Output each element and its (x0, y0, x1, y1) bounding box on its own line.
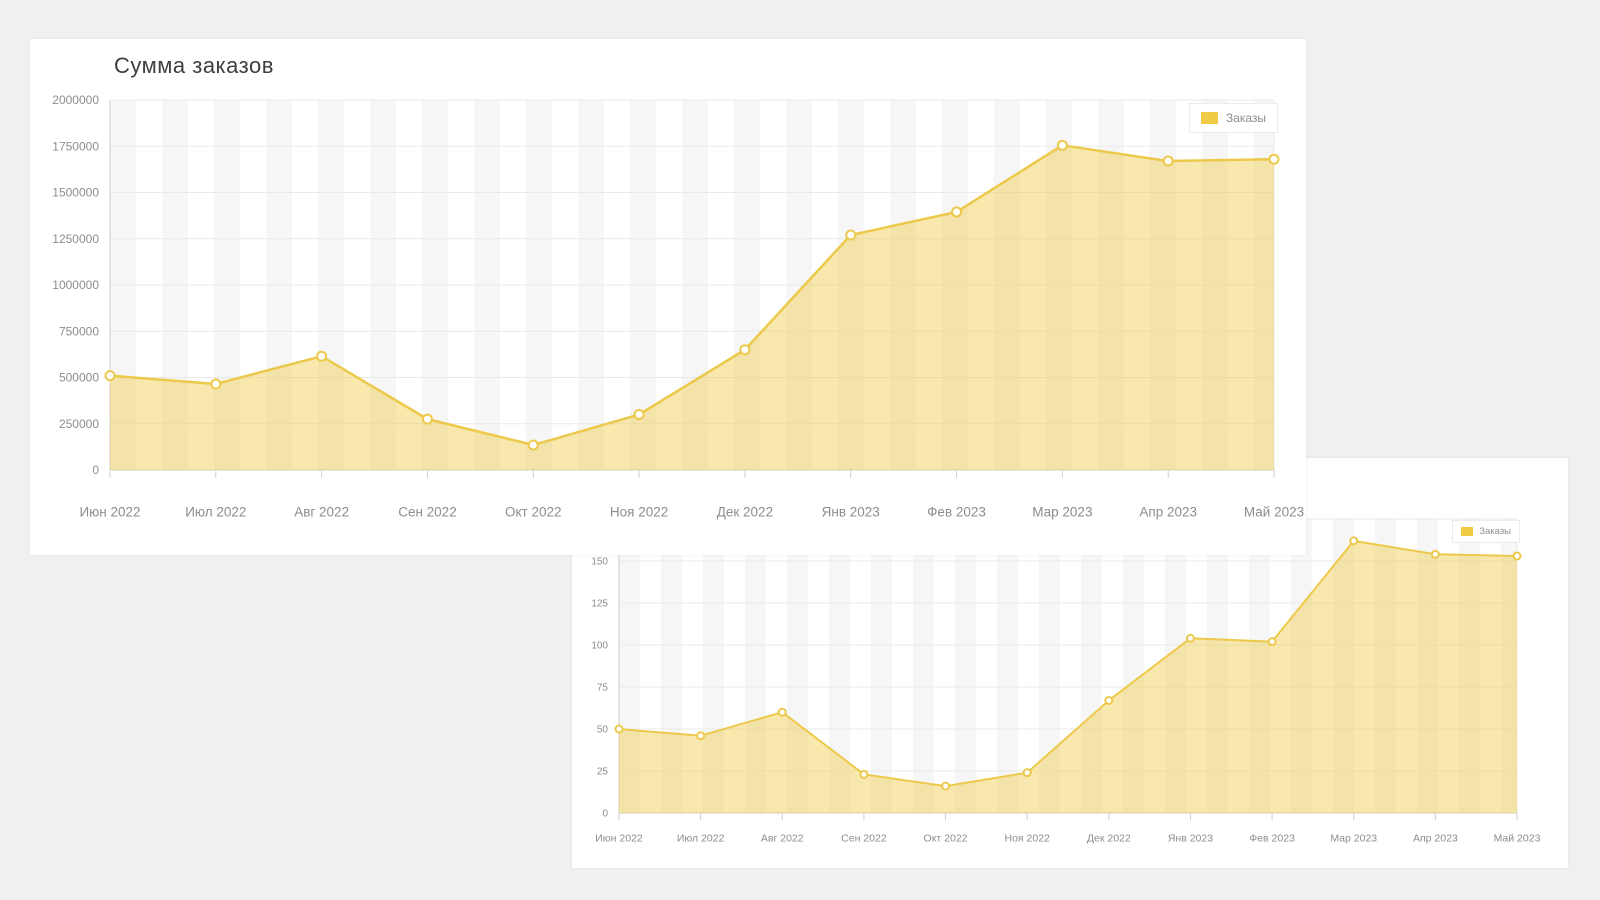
x-axis-tick-label: Июн 2022 (79, 505, 140, 520)
y-axis-tick-label: 0 (602, 808, 608, 819)
y-axis-tick-label: 125 (591, 598, 608, 609)
y-axis-tick-label: 1750000 (52, 139, 99, 153)
y-axis-tick-label: 50 (597, 724, 609, 735)
y-axis-tick-label: 1000000 (52, 278, 99, 292)
y-axis-tick-label: 75 (597, 682, 609, 693)
legend-swatch-icon (1200, 112, 1218, 124)
chart-title: Сумма заказов (114, 53, 274, 78)
data-point (614, 724, 624, 734)
data-point (739, 344, 751, 356)
plot-background (619, 519, 1517, 813)
legend[interactable]: Заказы (1188, 103, 1278, 133)
data-point (633, 409, 645, 420)
data-point (527, 439, 539, 451)
x-axis-tick-label: Апр 2023 (1413, 833, 1458, 845)
x-axis-tick-label: Фев 2023 (927, 505, 986, 520)
data-point (859, 769, 869, 779)
data-point (1022, 768, 1032, 778)
series-area (619, 540, 1517, 813)
x-axis-tick-label: Май 2023 (1494, 833, 1541, 845)
x-axis-tick-label: Авг 2022 (294, 505, 349, 520)
y-axis-tick-label: 750000 (59, 324, 99, 338)
x-axis-tick-label: Янв 2023 (1168, 833, 1213, 845)
data-point (210, 378, 222, 390)
x-axis-tick-label: Янв 2023 (822, 505, 880, 520)
legend-label: Заказы (1225, 111, 1266, 125)
y-axis-tick-label: 0 (92, 463, 99, 477)
x-axis-tick-label: Сен 2022 (398, 505, 457, 520)
data-point (1267, 637, 1277, 647)
data-point (1430, 549, 1440, 559)
x-axis-tick-label: Июн 2022 (595, 833, 643, 845)
y-axis-tick-label: 250000 (59, 417, 99, 431)
orders-sum-card: Сумма заказов 0 250000 500000 750000 1000000… (30, 39, 1306, 555)
data-point (1512, 551, 1522, 561)
y-axis-tick-label: 1250000 (52, 232, 99, 246)
x-axis-tick-label: Июл 2022 (677, 833, 725, 845)
x-axis-tick-label: Июл 2022 (185, 505, 246, 520)
legend-label: Заказы (1479, 526, 1511, 537)
data-point (845, 229, 857, 241)
data-point (1056, 139, 1068, 151)
x-axis-tick-label: Ноя 2022 (610, 505, 668, 520)
series-line (108, 144, 1276, 447)
data-point (104, 370, 116, 382)
data-point (941, 781, 951, 791)
y-axis-tick-label: 500000 (59, 371, 99, 385)
y-axis-tick-label: 2000000 (52, 93, 99, 107)
data-point (421, 413, 433, 425)
x-axis-tick-label: Авг 2022 (761, 833, 804, 845)
x-axis-tick-label: Дек 2022 (1087, 833, 1131, 845)
series-line (618, 539, 1518, 788)
data-point (951, 206, 963, 218)
x-axis-tick-label: Сен 2022 (841, 833, 887, 845)
data-point (316, 350, 328, 362)
data-point (1104, 695, 1114, 705)
data-point (1185, 633, 1195, 643)
data-point (1349, 536, 1359, 546)
data-point (1268, 153, 1280, 165)
data-point (696, 731, 706, 741)
legend-swatch-icon (1461, 527, 1474, 536)
y-axis-tick-label: 100 (591, 640, 608, 651)
x-axis-tick-label: Окт 2022 (924, 833, 968, 845)
x-axis-tick-label: Апр 2023 (1139, 505, 1197, 520)
legend[interactable]: Заказы (1452, 520, 1520, 543)
x-axis-tick-label: Ноя 2022 (1004, 833, 1050, 845)
x-axis-tick-label: Окт 2022 (505, 505, 562, 520)
series-area (110, 145, 1274, 470)
data-point (1162, 155, 1174, 167)
y-axis-tick-label: 150 (591, 556, 608, 567)
data-point (777, 707, 787, 717)
x-axis-tick-label: Мар 2023 (1032, 505, 1092, 520)
orders-count-chart: 0 25 50 75 100 125 150 Июн 2022 Июл 2022 Авг 2022… (591, 518, 1541, 845)
y-axis-tick-label: 25 (597, 766, 609, 777)
x-axis-tick-label: Фев 2023 (1249, 833, 1295, 845)
y-axis-tick-label: 1500000 (52, 186, 99, 200)
x-axis-tick-label: Дек 2022 (717, 505, 773, 520)
x-axis-tick-label: Май 2023 (1244, 505, 1304, 520)
x-axis-tick-label: Мар 2023 (1330, 833, 1377, 845)
orders-sum-chart: 0 250000 500000 750000 1000000 1250000 1500000… (52, 93, 1304, 520)
